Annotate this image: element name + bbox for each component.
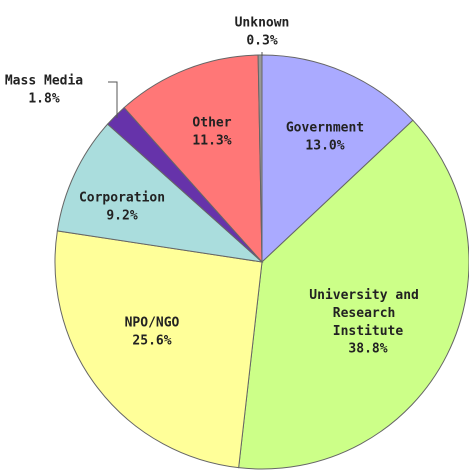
slice-label: NPO/NGO <box>125 316 180 331</box>
slice-value-label: 13.0% <box>305 139 344 154</box>
slice-value-label: 9.2% <box>106 209 137 224</box>
leader-line <box>108 81 118 118</box>
slice-value-label: 1.8% <box>28 92 59 107</box>
pie-slice <box>56 123 264 263</box>
pie-slice <box>123 54 263 264</box>
slice-label: Corporation <box>79 191 165 206</box>
pie-slice <box>238 119 469 470</box>
pie-slice <box>54 230 263 469</box>
slice-label: Unknown <box>235 16 290 31</box>
pie-slice <box>261 54 414 264</box>
slice-label: University and Research Institute <box>309 288 426 339</box>
slice-value-label: 0.3% <box>246 34 277 49</box>
slice-value-label: 38.8% <box>348 342 387 357</box>
slice-label: Other <box>192 116 231 131</box>
slice-label: Government <box>286 121 364 136</box>
slice-value-label: 25.6% <box>132 334 171 349</box>
slice-value-label: 11.3% <box>192 134 231 149</box>
slice-label: Mass Media <box>5 74 83 89</box>
